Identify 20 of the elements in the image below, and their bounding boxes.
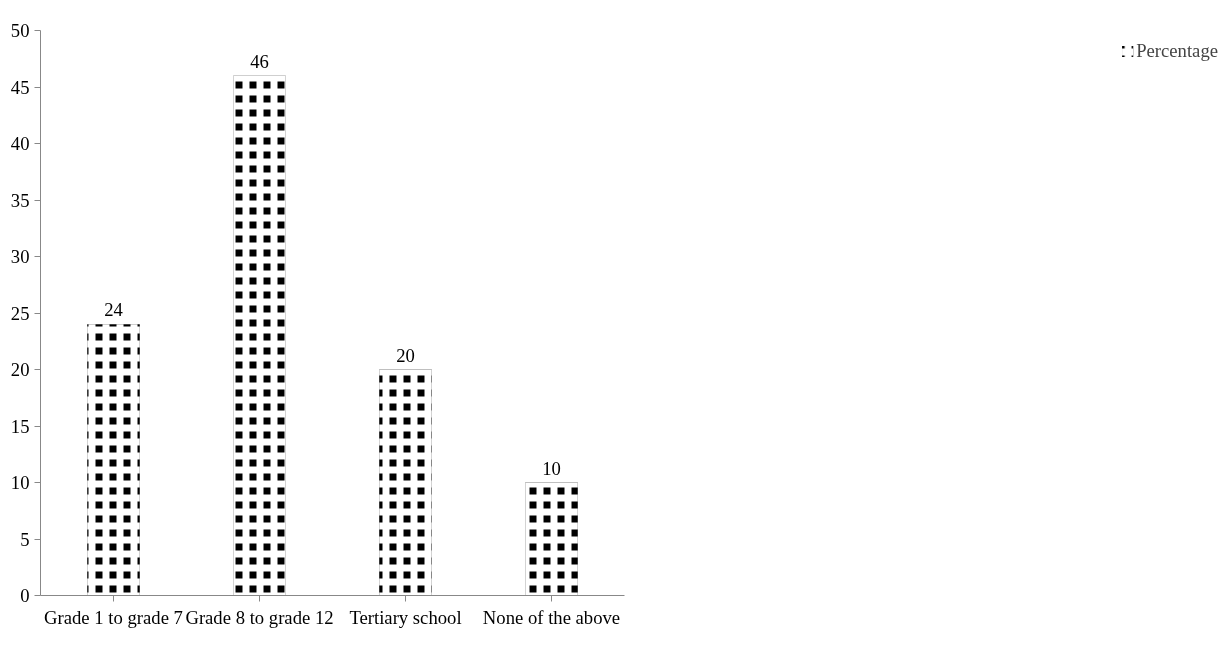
y-tick-label: 20	[10, 359, 30, 380]
y-tick-label: 10	[10, 472, 30, 493]
y-tick-label: 50	[10, 20, 30, 41]
y-tick-label: 40	[10, 133, 30, 154]
y-tick-label: 25	[10, 302, 30, 324]
data-label: 46	[250, 50, 269, 72]
y-tick-label: 45	[10, 76, 30, 98]
y-tick-label: 15	[10, 415, 30, 437]
x-tick-label: Tertiary school	[349, 606, 462, 628]
y-tick-label: 30	[10, 246, 30, 267]
y-tick-label: 0	[20, 585, 30, 606]
legend-label: Percentage	[1136, 40, 1218, 62]
y-tick-label: 35	[10, 189, 30, 211]
data-label: 20	[396, 344, 415, 366]
data-label: 24	[104, 299, 124, 321]
x-tick-label: None of the above	[482, 606, 621, 628]
x-tick-label: Grade 1 to grade 7	[44, 606, 183, 628]
x-tick-label: Grade 8 to grade 12	[185, 606, 334, 628]
data-label: 10	[542, 457, 561, 479]
y-tick-label: 5	[20, 528, 30, 550]
